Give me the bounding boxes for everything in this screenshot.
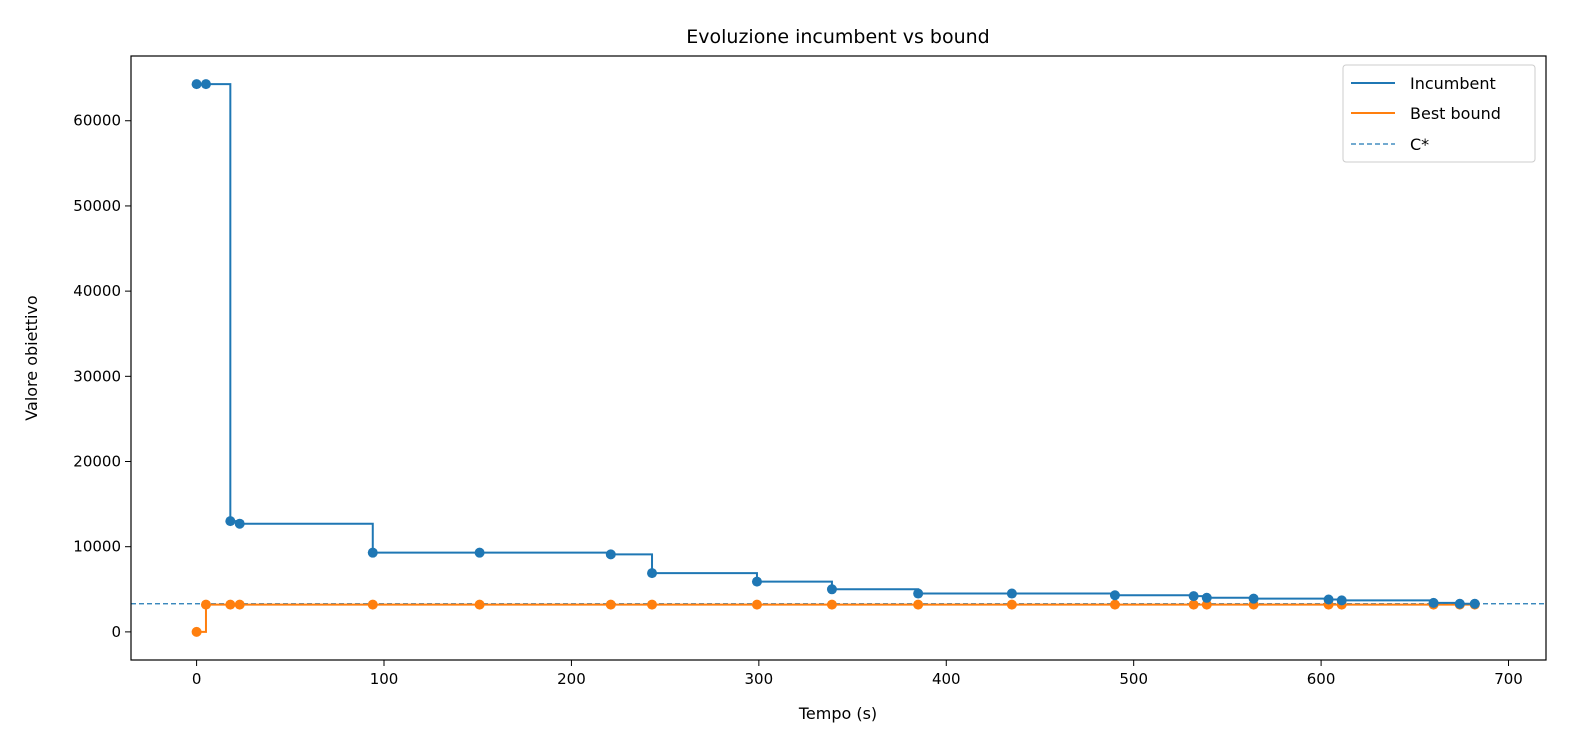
data-point-best-bound	[225, 599, 236, 610]
data-point-incumbent	[1188, 591, 1199, 602]
series-line-incumbent	[196, 83, 1475, 605]
data-point-best-bound	[367, 599, 378, 610]
x-tick-label: 500	[1119, 670, 1148, 688]
legend-label-c-star: C*	[1410, 135, 1429, 154]
data-point-incumbent	[474, 547, 485, 558]
data-point-incumbent	[1469, 598, 1480, 609]
y-tick-label: 0	[111, 623, 121, 641]
data-point-best-bound	[1006, 599, 1017, 610]
y-tick-label: 50000	[73, 197, 121, 215]
data-point-best-bound	[474, 599, 485, 610]
data-point-incumbent	[1323, 594, 1334, 605]
y-tick-label: 10000	[73, 538, 121, 556]
x-tick-label: 200	[557, 670, 586, 688]
data-point-best-bound	[647, 599, 658, 610]
y-tick-label: 40000	[73, 282, 121, 300]
data-point-best-bound	[200, 599, 211, 610]
y-tick-label: 60000	[73, 112, 121, 130]
x-tick-label: 700	[1494, 670, 1523, 688]
data-point-incumbent	[200, 79, 211, 90]
data-point-incumbent	[605, 549, 616, 560]
data-point-best-bound	[191, 626, 202, 637]
x-axis-ticks: 0 100 200 300 400 500 600 700	[192, 660, 1523, 688]
data-point-best-bound	[234, 599, 245, 610]
data-point-incumbent	[1109, 590, 1120, 601]
y-tick-label: 20000	[73, 453, 121, 471]
x-axis-label: Tempo (s)	[798, 704, 877, 723]
data-point-best-bound	[605, 599, 616, 610]
x-tick-label: 600	[1307, 670, 1336, 688]
data-point-incumbent	[1248, 593, 1259, 604]
y-axis-ticks: 0 10000 20000 30000 40000 50000 60000	[73, 112, 131, 641]
data-point-incumbent	[751, 576, 762, 587]
data-point-best-bound	[1109, 599, 1120, 610]
plot-area	[131, 79, 1546, 637]
legend-box	[1342, 64, 1536, 163]
x-tick-label: 100	[370, 670, 399, 688]
data-point-best-bound	[751, 599, 762, 610]
data-point-incumbent	[826, 584, 837, 595]
y-axis-label: Valore obiettivo	[22, 295, 41, 420]
data-point-incumbent	[647, 568, 658, 579]
data-point-incumbent	[1454, 598, 1465, 609]
data-point-incumbent	[225, 516, 236, 527]
x-tick-label: 300	[745, 670, 774, 688]
data-point-incumbent	[367, 547, 378, 558]
legend-label-incumbent: Incumbent	[1410, 74, 1496, 93]
y-tick-label: 30000	[73, 367, 121, 385]
data-point-incumbent	[234, 518, 245, 529]
data-point-best-bound	[913, 599, 924, 610]
legend: Incumbent Best bound C*	[1342, 64, 1536, 163]
data-point-best-bound	[1188, 599, 1199, 610]
data-point-incumbent	[1336, 595, 1347, 606]
plot-frame	[130, 55, 1547, 661]
series-line-best-bound	[196, 603, 1475, 633]
data-point-incumbent	[1428, 597, 1439, 608]
data-point-best-bound	[826, 599, 837, 610]
chart-title: Evoluzione incumbent vs bound	[686, 26, 989, 48]
x-tick-label: 0	[192, 670, 202, 688]
data-point-incumbent	[191, 79, 202, 90]
data-point-incumbent	[1201, 592, 1212, 603]
data-point-incumbent	[913, 588, 924, 599]
data-point-incumbent	[1006, 588, 1017, 599]
legend-label-best-bound: Best bound	[1410, 104, 1501, 123]
x-tick-label: 400	[932, 670, 961, 688]
